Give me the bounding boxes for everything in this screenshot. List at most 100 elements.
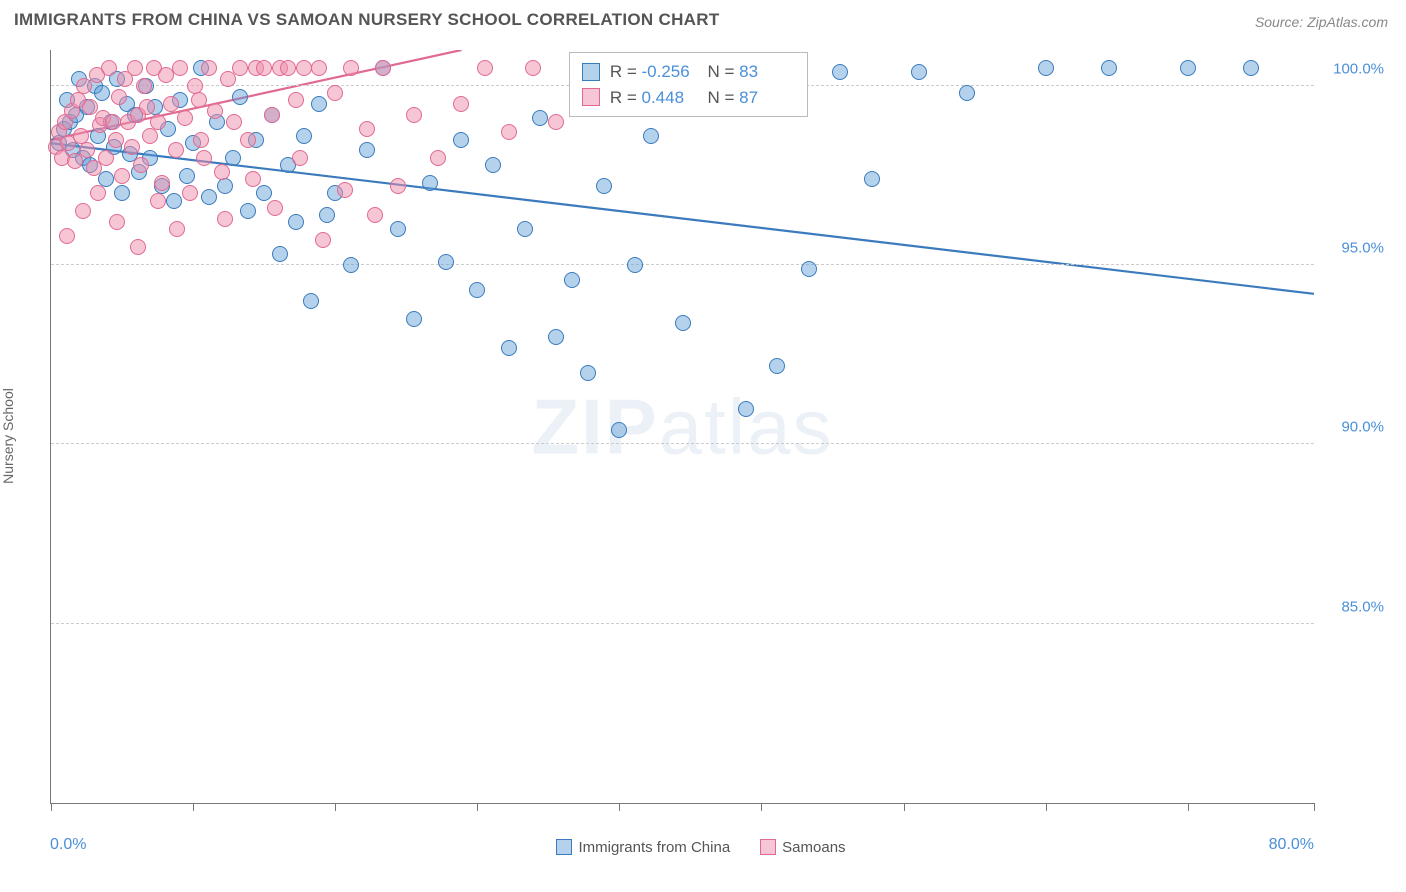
y-tick-label: 85.0%	[1320, 598, 1384, 615]
scatter-point	[611, 422, 627, 438]
scatter-point	[114, 185, 130, 201]
legend-bottom: Immigrants from ChinaSamoans	[14, 839, 1388, 856]
scatter-point	[359, 142, 375, 158]
scatter-point	[169, 221, 185, 237]
scatter-point	[201, 189, 217, 205]
plot-area: ZIPatlas 85.0%90.0%95.0%100.0%R = -0.256…	[50, 50, 1314, 804]
scatter-point	[272, 246, 288, 262]
legend-swatch	[760, 839, 776, 855]
x-tick	[761, 803, 762, 811]
x-tick	[619, 803, 620, 811]
x-tick	[477, 803, 478, 811]
scatter-point	[108, 132, 124, 148]
scatter-point	[311, 96, 327, 112]
scatter-point	[911, 64, 927, 80]
trend-line	[51, 143, 1314, 294]
scatter-point	[315, 232, 331, 248]
scatter-point	[327, 85, 343, 101]
scatter-point	[390, 221, 406, 237]
scatter-point	[139, 99, 155, 115]
scatter-point	[477, 60, 493, 76]
scatter-point	[94, 85, 110, 101]
scatter-point	[469, 282, 485, 298]
y-tick-label: 100.0%	[1320, 60, 1384, 77]
scatter-point	[367, 207, 383, 223]
scatter-point	[217, 178, 233, 194]
scatter-point	[864, 171, 880, 187]
scatter-point	[406, 311, 422, 327]
scatter-point	[548, 114, 564, 130]
scatter-point	[738, 401, 754, 417]
scatter-point	[172, 60, 188, 76]
scatter-point	[133, 157, 149, 173]
scatter-point	[98, 171, 114, 187]
scatter-point	[111, 89, 127, 105]
scatter-point	[201, 60, 217, 76]
scatter-point	[959, 85, 975, 101]
x-tick	[904, 803, 905, 811]
scatter-point	[453, 132, 469, 148]
y-tick-label: 95.0%	[1320, 240, 1384, 257]
scatter-point	[214, 164, 230, 180]
legend-item: Samoans	[760, 839, 845, 856]
gridline	[51, 623, 1314, 624]
x-tick	[193, 803, 194, 811]
chart-title: IMMIGRANTS FROM CHINA VS SAMOAN NURSERY …	[14, 10, 720, 30]
scatter-point	[296, 128, 312, 144]
scatter-point	[564, 272, 580, 288]
scatter-point	[288, 214, 304, 230]
scatter-point	[232, 60, 248, 76]
scatter-point	[177, 110, 193, 126]
scatter-point	[232, 89, 248, 105]
scatter-point	[343, 60, 359, 76]
scatter-point	[280, 60, 296, 76]
scatter-point	[296, 60, 312, 76]
r-value: R = 0.448	[610, 85, 698, 111]
stats-row: R = -0.256N = 83	[582, 59, 795, 85]
scatter-point	[109, 214, 125, 230]
scatter-point	[390, 178, 406, 194]
scatter-point	[245, 171, 261, 187]
scatter-point	[150, 114, 166, 130]
scatter-point	[256, 185, 272, 201]
x-tick	[51, 803, 52, 811]
scatter-point	[627, 257, 643, 273]
x-tick	[1046, 803, 1047, 811]
scatter-point	[163, 96, 179, 112]
scatter-point	[166, 193, 182, 209]
x-tick	[335, 803, 336, 811]
y-axis-label: Nursery School	[0, 388, 16, 484]
n-value: N = 87	[707, 85, 795, 111]
scatter-point	[311, 60, 327, 76]
scatter-point	[98, 150, 114, 166]
scatter-point	[225, 150, 241, 166]
scatter-point	[150, 193, 166, 209]
scatter-point	[832, 64, 848, 80]
scatter-point	[179, 168, 195, 184]
scatter-point	[675, 315, 691, 331]
scatter-point	[1243, 60, 1259, 76]
scatter-point	[438, 254, 454, 270]
scatter-point	[359, 121, 375, 137]
scatter-point	[154, 175, 170, 191]
scatter-point	[801, 261, 817, 277]
scatter-point	[114, 168, 130, 184]
scatter-point	[256, 60, 272, 76]
scatter-point	[1101, 60, 1117, 76]
scatter-point	[422, 175, 438, 191]
y-tick-label: 90.0%	[1320, 419, 1384, 436]
scatter-point	[453, 96, 469, 112]
scatter-point	[196, 150, 212, 166]
x-tick	[1314, 803, 1315, 811]
scatter-point	[1038, 60, 1054, 76]
scatter-point	[375, 60, 391, 76]
scatter-point	[337, 182, 353, 198]
scatter-point	[75, 203, 91, 219]
scatter-point	[319, 207, 335, 223]
scatter-point	[643, 128, 659, 144]
scatter-point	[1180, 60, 1196, 76]
scatter-point	[525, 60, 541, 76]
scatter-point	[191, 92, 207, 108]
gridline	[51, 443, 1314, 444]
scatter-point	[59, 228, 75, 244]
